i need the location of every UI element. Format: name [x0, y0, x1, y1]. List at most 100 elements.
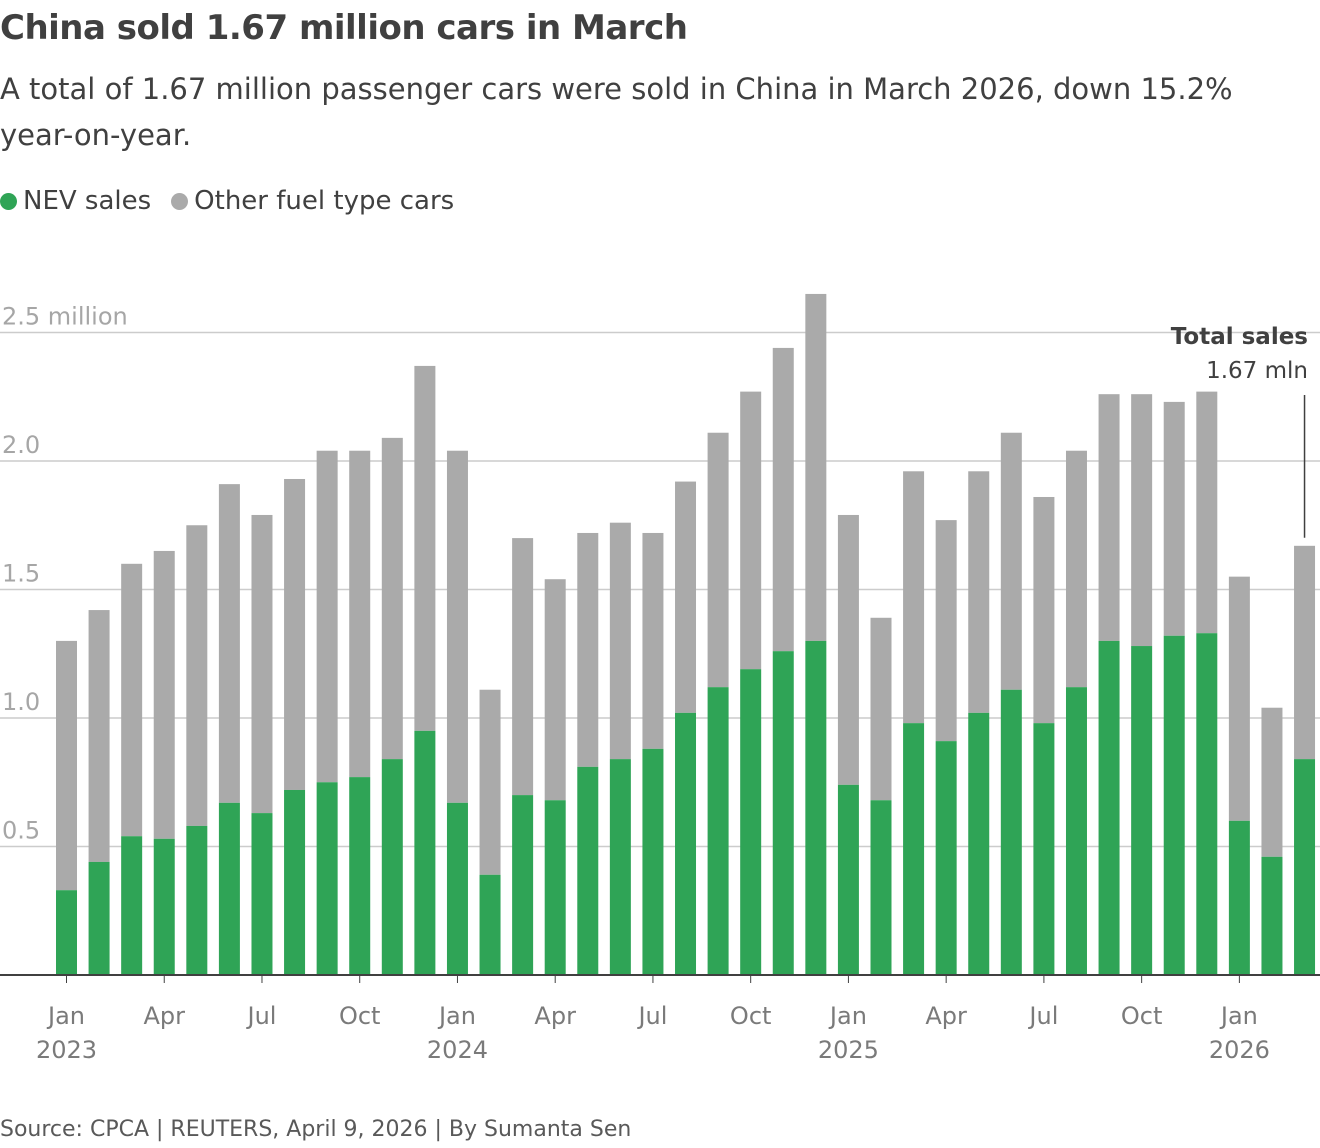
bar-other-fuel: [1000, 432, 1022, 690]
bar-nev: [740, 669, 762, 975]
bar-nev: [121, 836, 143, 975]
bar-other-fuel: [903, 471, 925, 724]
bar-other-fuel: [121, 563, 143, 837]
x-tick-label: Oct: [730, 1002, 772, 1030]
bar-nev: [414, 730, 436, 975]
annotation-value: 1.67 mln: [1206, 358, 1308, 384]
x-tick-label: Oct: [339, 1002, 381, 1030]
x-tick-year: 2025: [818, 1036, 879, 1064]
bar-other-fuel: [740, 391, 762, 670]
bar-nev: [1196, 633, 1218, 975]
bar-nev: [186, 825, 208, 975]
x-tick-label: Jul: [1027, 1002, 1058, 1030]
bar-other-fuel: [56, 640, 77, 891]
bar-nev: [1131, 646, 1153, 975]
chart-subtitle: A total of 1.67 million passenger cars w…: [0, 72, 1233, 152]
bar-other-fuel: [870, 617, 892, 801]
bar-other-fuel: [218, 484, 240, 803]
x-tick-year: 2026: [1209, 1036, 1270, 1064]
bar-nev: [1033, 723, 1055, 975]
bar-other-fuel: [935, 520, 957, 742]
bar-nev: [316, 782, 338, 975]
legend-item-nev: NEV sales: [0, 186, 151, 216]
x-tick-label: Jan: [437, 1002, 476, 1030]
bar-nev: [1163, 635, 1185, 975]
y-tick-label: 2.0: [2, 431, 40, 459]
bar-other-fuel: [577, 532, 599, 767]
bar-nev: [1098, 640, 1120, 975]
bar-nev: [446, 802, 468, 975]
bar-other-fuel: [837, 514, 859, 785]
bar-nev: [675, 712, 697, 975]
bar-nev: [56, 890, 77, 975]
bar-other-fuel: [1163, 401, 1185, 636]
bar-other-fuel: [772, 347, 794, 652]
legend-swatch-nev: [0, 192, 17, 210]
x-tick-label: Oct: [1121, 1002, 1163, 1030]
bar-other-fuel: [186, 525, 208, 826]
bar-nev: [284, 789, 306, 975]
bar-other-fuel: [414, 365, 436, 731]
bar-nev: [609, 759, 631, 975]
bar-nev: [707, 687, 729, 975]
x-tick-year: 2023: [36, 1036, 97, 1064]
bar-nev: [479, 874, 501, 975]
bar-other-fuel: [479, 689, 501, 875]
chart-title: China sold 1.67 million cars in March: [0, 8, 688, 48]
bar-other-fuel: [88, 610, 110, 862]
bar-nev: [349, 777, 371, 975]
bar-nev: [251, 813, 273, 975]
chart-plot: 0.5 1.0 1.5 2.0 2.5 million Jan 2023 Apr Jul Oct J…: [0, 293, 1320, 1064]
bar-other-fuel: [1098, 394, 1120, 641]
bar-nev: [381, 759, 403, 975]
bar-other-fuel: [153, 550, 175, 839]
bar-nev: [968, 712, 990, 975]
bar-nev: [903, 723, 925, 975]
bar-other-fuel: [805, 293, 827, 641]
bar-other-fuel: [707, 432, 729, 688]
bar-other-fuel: [512, 538, 534, 796]
bar-other-fuel: [251, 514, 273, 814]
x-tick-label: Jan: [1219, 1002, 1258, 1030]
bar-nev: [577, 766, 599, 975]
x-tick-label: Apr: [925, 1002, 967, 1030]
bar-other-fuel: [1228, 576, 1250, 821]
bar-other-fuel: [544, 579, 566, 801]
bar-nev: [1000, 689, 1022, 975]
bar-nev: [218, 802, 240, 975]
bar-other-fuel: [1294, 545, 1316, 760]
y-tick-label: 0.5: [2, 817, 40, 845]
bar-other-fuel: [642, 532, 664, 749]
bar-other-fuel: [1196, 391, 1218, 634]
bar-nev: [1228, 820, 1250, 975]
bar-nev: [1065, 687, 1087, 975]
bar-nev: [837, 784, 859, 975]
bar-other-fuel: [1033, 496, 1055, 724]
x-tick-label: Jan: [46, 1002, 85, 1030]
bar-nev: [153, 838, 175, 975]
x-tick-label: Apr: [143, 1002, 185, 1030]
x-tick-label: Apr: [534, 1002, 576, 1030]
x-tick-label: Jul: [636, 1002, 667, 1030]
bar-other-fuel: [609, 522, 631, 760]
bar-other-fuel: [284, 478, 306, 790]
bar-other-fuel: [349, 450, 371, 778]
y-tick-label: 1.0: [2, 688, 40, 716]
legend-label-other: Other fuel type cars: [194, 186, 455, 216]
source-note: Source: CPCA | REUTERS, April 9, 2026 | …: [0, 1117, 632, 1142]
legend-swatch-other: [171, 192, 189, 210]
bar-other-fuel: [1261, 707, 1283, 857]
bar-other-fuel: [968, 471, 990, 713]
bar-nev: [772, 651, 794, 975]
bar-other-fuel: [381, 437, 403, 760]
bar-nev: [512, 795, 534, 975]
bar-nev: [935, 741, 957, 975]
bar-other-fuel: [316, 450, 338, 783]
annotation-title: Total sales: [1171, 324, 1308, 350]
y-tick-label: 2.5 million: [2, 303, 128, 331]
bar-other-fuel: [446, 450, 468, 803]
bar-nev: [1261, 856, 1283, 975]
bar-nev: [642, 748, 664, 975]
bar-nev: [870, 800, 892, 975]
x-tick-year: 2024: [427, 1036, 488, 1064]
